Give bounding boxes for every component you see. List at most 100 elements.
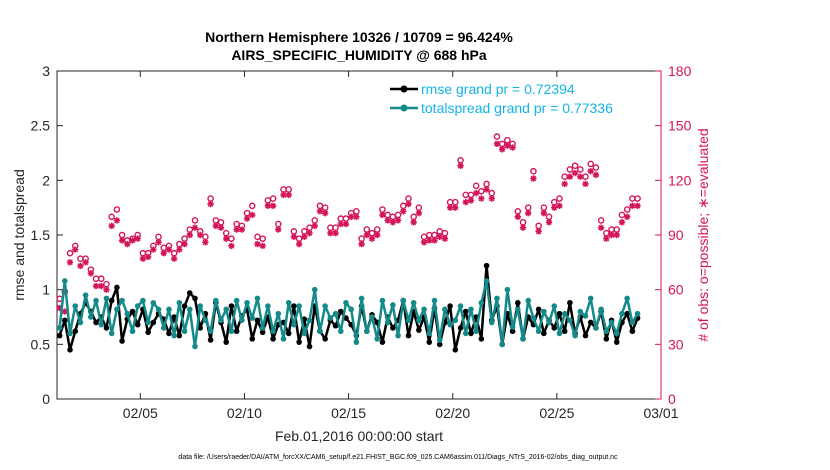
obs-evaluated-marker (61, 308, 69, 315)
rmse-point (551, 325, 558, 331)
rmse-point (390, 325, 396, 331)
obs-evaluated-marker (285, 191, 292, 199)
obs-evaluated-marker (233, 226, 240, 233)
totalspread-point (494, 295, 500, 302)
totalspread-point (478, 299, 485, 306)
obs-evaluated-marker (342, 220, 350, 228)
obs-evaluated-marker (462, 199, 469, 206)
obs-possible-marker (472, 182, 480, 190)
totalspread-point (327, 315, 334, 321)
obs-possible-marker (571, 162, 579, 170)
totalspread-point (608, 319, 615, 326)
totalspread-point (82, 292, 89, 298)
rmse-point (56, 332, 63, 339)
rmse-point (556, 310, 563, 317)
obs-evaluated-marker (108, 222, 115, 230)
rmse-point (468, 330, 474, 337)
obs-evaluated-marker (379, 211, 386, 219)
rmse-point (535, 306, 542, 313)
legend-box (383, 79, 657, 121)
y-right-tick-label: 150 (668, 118, 692, 134)
totalspread-point (103, 295, 110, 302)
rmse-point (176, 332, 183, 339)
legend-rmse-label: rmse grand pr = 0.72394 (421, 81, 575, 97)
totalspread-point (452, 317, 459, 324)
totalspread-point (426, 330, 433, 337)
obs-evaluated-marker (129, 237, 136, 244)
totalspread-point (624, 295, 630, 302)
obs-possible-marker (259, 235, 266, 242)
totalspread-point (556, 330, 563, 337)
obs-possible-marker (113, 206, 121, 213)
totalspread-point (348, 306, 354, 313)
obs-evaluated-marker (118, 237, 126, 244)
obs-evaluated-marker (87, 270, 95, 277)
obs-evaluated-marker (446, 204, 454, 211)
obs-evaluated-marker (327, 229, 334, 237)
totalspread-point (473, 328, 479, 335)
obs-evaluated-marker (186, 231, 193, 239)
rmse-point (93, 319, 99, 326)
totalspread-point (582, 313, 589, 319)
totalspread-point (551, 303, 558, 309)
rmse-point (296, 339, 302, 345)
legend-rmse-marker (400, 85, 408, 93)
totalspread-point (598, 306, 604, 313)
rmse-point (171, 314, 177, 320)
totalspread-point (233, 297, 240, 304)
totalspread-point (499, 341, 505, 348)
y-left-axis-ticks: 0 0.5 1 1.5 2 2.5 3 (31, 63, 63, 407)
totalspread-point (530, 315, 537, 321)
rmse-point (108, 297, 115, 304)
obs-evaluated-marker (155, 239, 162, 246)
rmse-point (416, 327, 422, 333)
totalspread-point (98, 321, 105, 328)
rmse-point (306, 343, 313, 350)
obs-evaluated-marker (165, 246, 173, 253)
obs-evaluated-marker (363, 231, 371, 239)
y-right-tick-label: 60 (668, 282, 684, 298)
rmse-point (509, 328, 516, 335)
obs-evaluated-marker (353, 213, 360, 220)
totalspread-point (108, 330, 115, 337)
obs-possible-marker (576, 166, 584, 173)
rmse-point (72, 328, 79, 335)
obs-evaluated-marker (618, 219, 626, 226)
x-tick-label: 02/10 (227, 405, 262, 421)
obs-evaluated-marker (519, 224, 527, 231)
obs-possible-marker (269, 195, 277, 202)
obs-evaluated-marker (509, 144, 516, 151)
obs-evaluated-marker (472, 189, 480, 197)
obs-evaluated-marker (150, 246, 157, 253)
rmse-point (223, 339, 230, 345)
rmse-point (561, 328, 568, 335)
obs-evaluated-marker (603, 235, 610, 242)
obs-evaluated-marker (582, 180, 589, 188)
obs-evaluated-marker (103, 286, 110, 293)
totalspread-point (259, 325, 266, 331)
obs-evaluated-marker (504, 142, 511, 149)
totalspread-point (270, 328, 276, 335)
totalspread-point (192, 343, 198, 350)
totalspread-point (364, 328, 370, 335)
totalspread-point (77, 319, 84, 326)
rmse-point (582, 332, 589, 339)
obs-evaluated-marker (483, 186, 490, 193)
obs-evaluated-marker (254, 240, 261, 248)
rmse-point (129, 308, 136, 315)
y-right-tick-label: 180 (668, 63, 692, 79)
x-tick-label: 03/01 (643, 405, 678, 421)
rmse-point (249, 336, 256, 342)
totalspread-point (374, 336, 381, 342)
rmse-point (337, 308, 344, 315)
totalspread-point (114, 306, 120, 313)
obs-possible-marker (191, 217, 199, 224)
obs-evaluated-marker (629, 202, 636, 210)
obs-evaluated-marker (592, 171, 600, 179)
totalspread-point (337, 328, 344, 335)
rmse-point (478, 336, 485, 342)
totalspread-point (150, 299, 157, 306)
obs-possible-marker (248, 202, 256, 210)
chart-title-line2: AIRS_SPECIFIC_HUMIDITY @ 688 hPa (231, 47, 487, 63)
obs-evaluated-marker (493, 140, 501, 148)
